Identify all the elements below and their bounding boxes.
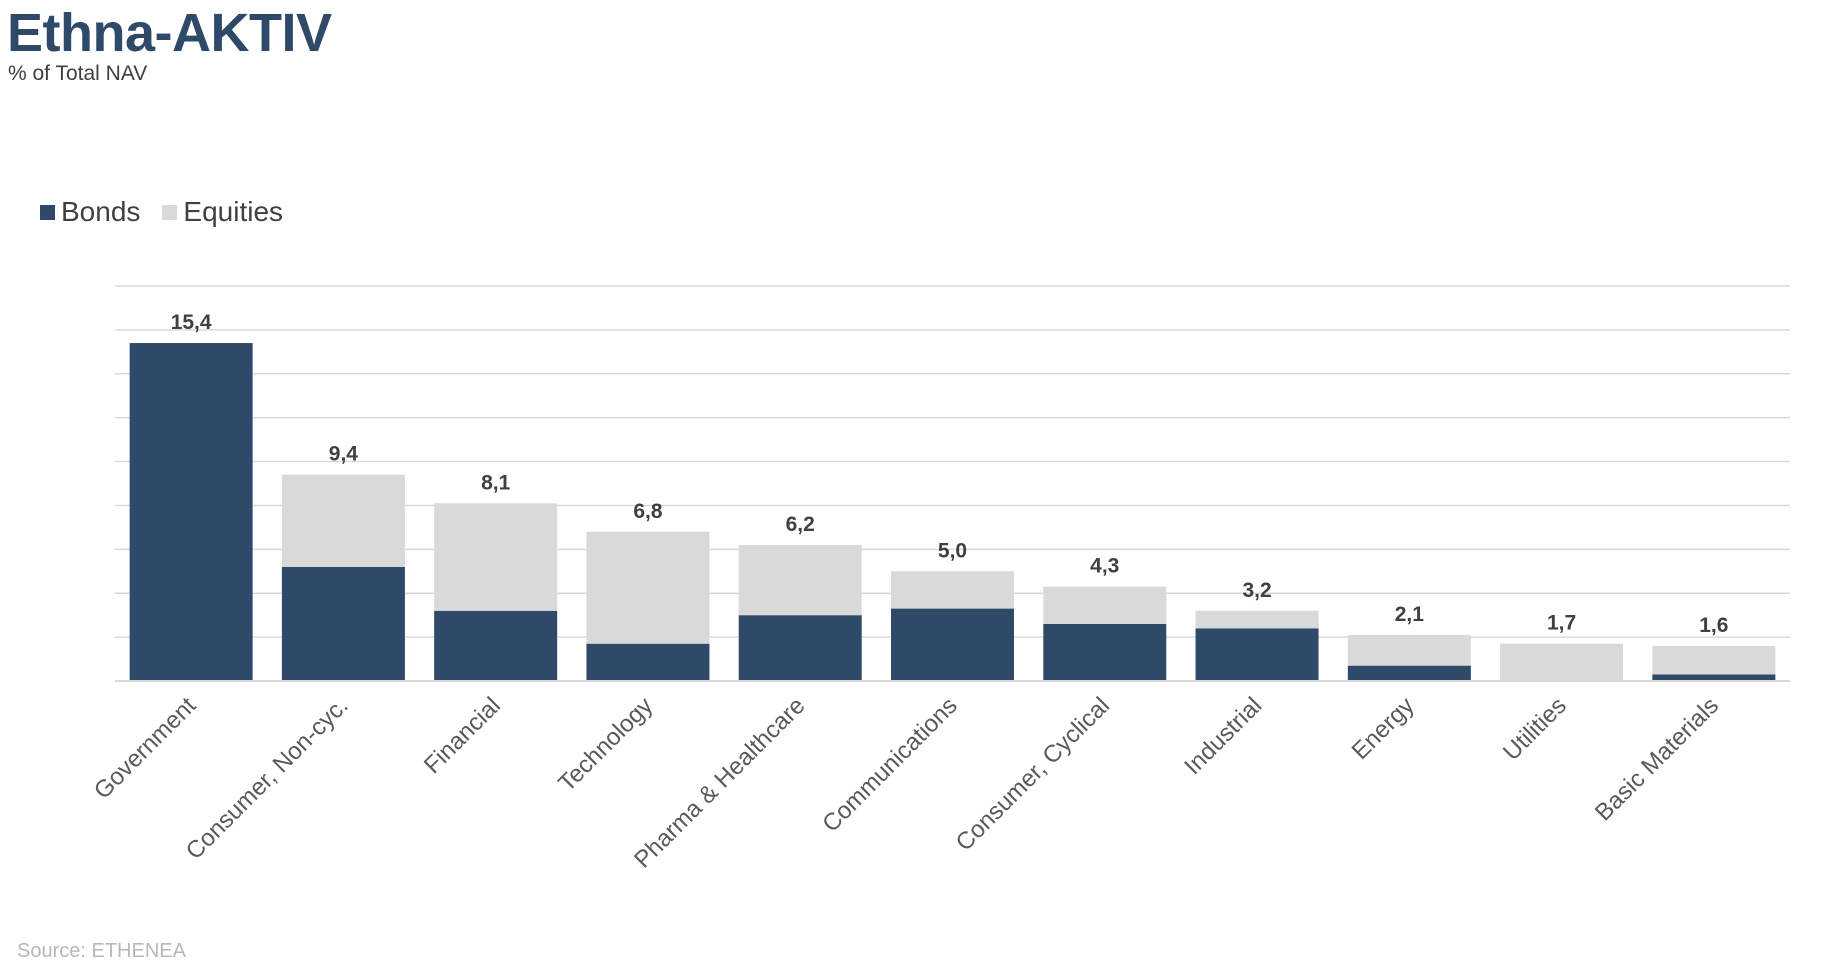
bar-equities-7	[1195, 610, 1319, 629]
bar-equities-10	[1652, 645, 1776, 675]
bar-bonds-3	[586, 643, 710, 681]
bar-bonds-2	[434, 610, 558, 681]
legend-label-bonds: Bonds	[61, 196, 141, 227]
bar-bonds-7	[1195, 628, 1319, 681]
legend-label-equities: Equities	[183, 196, 284, 227]
category-label: Basic Materials	[1590, 692, 1724, 826]
category-label: Utilities	[1498, 692, 1572, 766]
data-label: 6,2	[786, 513, 815, 536]
legend: Bonds Equities	[40, 196, 305, 228]
legend-item-equities: Equities	[162, 196, 283, 228]
bar-bonds-8	[1347, 665, 1471, 681]
data-label: 3,2	[1242, 579, 1271, 602]
legend-swatch-equities	[162, 204, 178, 220]
chart-title: Ethna-AKTIV	[7, 3, 332, 63]
bar-equities-9	[1500, 643, 1624, 681]
bar-equities-6	[1043, 586, 1167, 624]
category-label: Consumer, Non-cyc.	[181, 692, 354, 865]
data-label: 4,3	[1090, 555, 1119, 578]
category-label: Technology	[553, 692, 658, 797]
bar-equities-2	[434, 503, 558, 611]
bar-equities-5	[891, 571, 1014, 609]
data-label: 9,4	[329, 443, 359, 466]
chart-subtitle: % of Total NAV	[8, 62, 148, 85]
data-label: 15,4	[171, 311, 212, 334]
category-label: Energy	[1347, 692, 1420, 765]
category-label: Industrial	[1179, 692, 1267, 780]
bar-bonds-0	[129, 343, 253, 681]
legend-item-bonds: Bonds	[40, 196, 140, 228]
data-label: 1,7	[1547, 612, 1576, 635]
bar-equities-3	[586, 531, 710, 644]
category-label: Consumer, Cyclical	[951, 692, 1115, 856]
data-label: 8,1	[481, 471, 511, 494]
bar-equities-4	[738, 544, 862, 616]
bar-bonds-1	[281, 566, 405, 681]
category-label: Financial	[419, 692, 506, 779]
category-label: Communications	[817, 692, 962, 837]
bar-bonds-10	[1652, 674, 1776, 681]
data-label: 1,6	[1699, 614, 1728, 637]
data-label: 2,1	[1395, 603, 1425, 626]
bar-equities-1	[281, 474, 405, 567]
bar-bonds-4	[738, 615, 862, 681]
bar-bonds-6	[1043, 623, 1167, 681]
data-label: 5,0	[938, 539, 967, 562]
bar-equities-8	[1347, 634, 1471, 666]
source-note: Source: ETHENEA	[17, 940, 186, 962]
bar-bonds-5	[891, 608, 1014, 681]
legend-swatch-bonds	[40, 204, 55, 220]
category-label: Government	[89, 692, 202, 805]
category-label: Pharma & Healthcare	[629, 692, 810, 873]
data-label: 6,8	[633, 500, 663, 523]
